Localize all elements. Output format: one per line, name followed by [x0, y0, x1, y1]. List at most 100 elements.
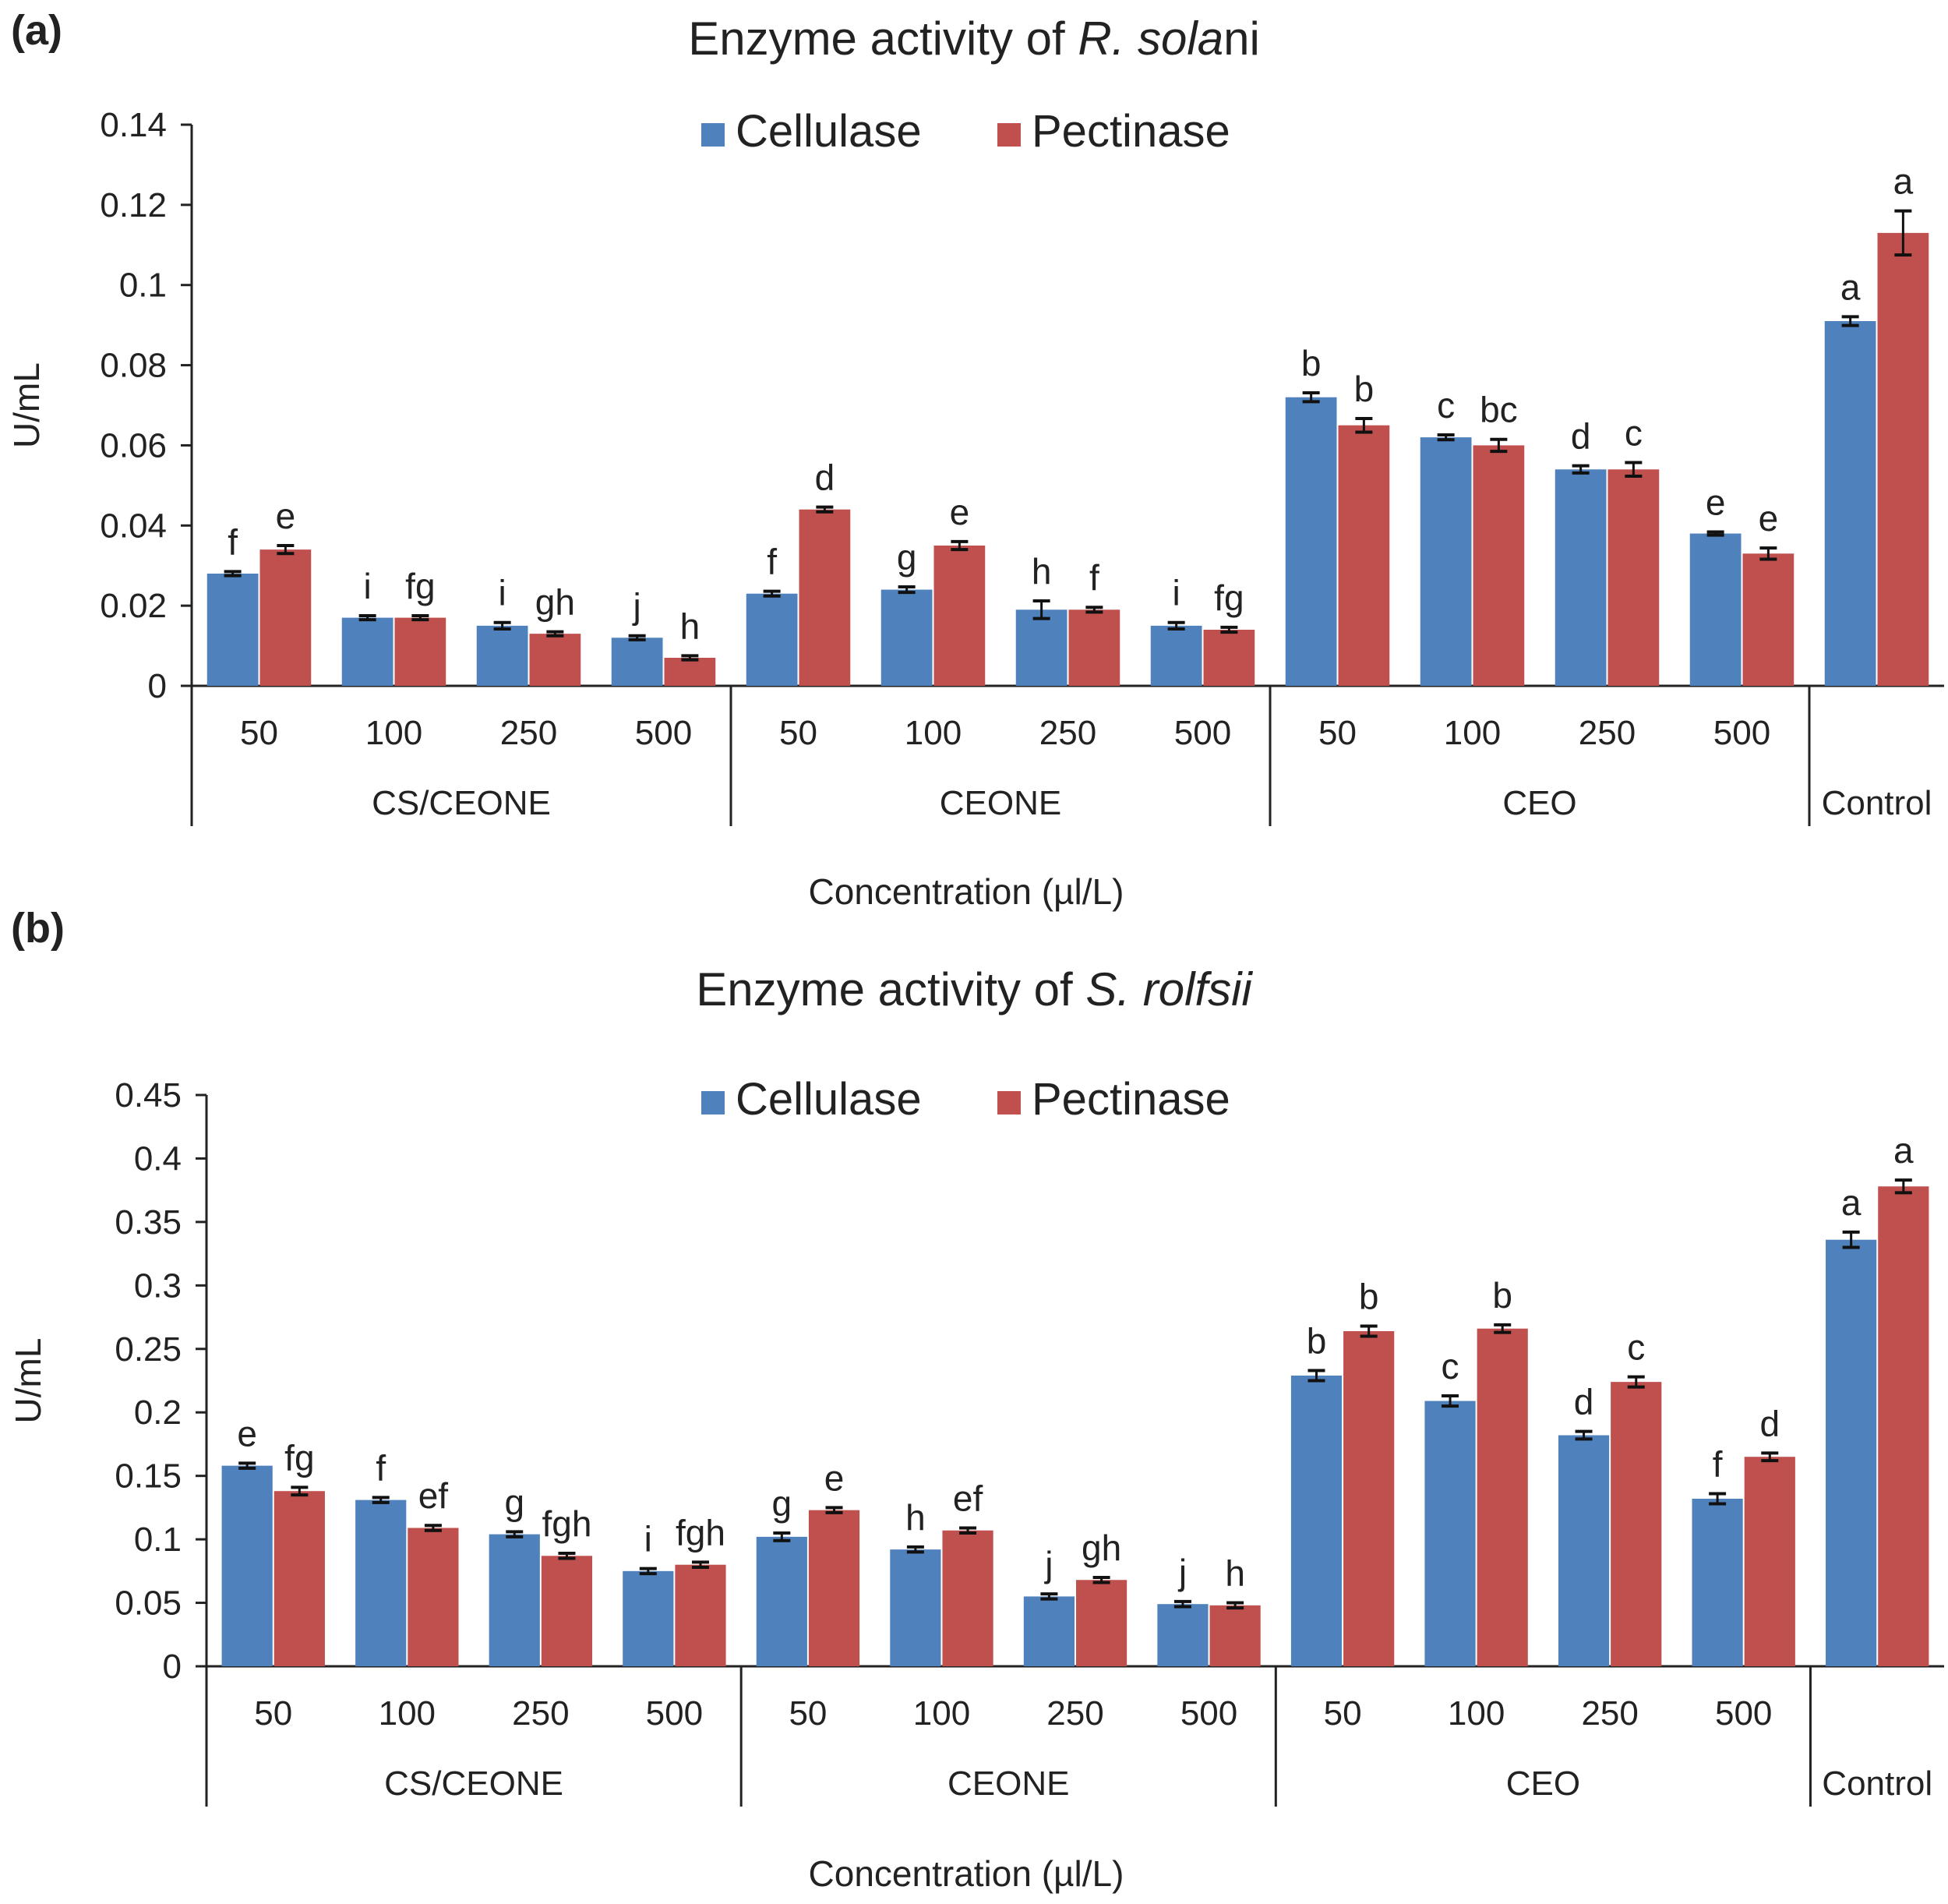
pectinase-significance-label: fgh: [542, 1503, 591, 1544]
cellulase-bar: [1558, 1435, 1610, 1666]
x-category-label: 500: [635, 714, 692, 752]
cellulase-significance-label: g: [897, 537, 917, 578]
y-tick-label: 0: [148, 667, 167, 705]
chart-panel-b: (b) Enzyme activity of S. rolfsii 0 0.05 0.…: [0, 905, 1948, 1904]
cellulase-bar: [221, 1465, 273, 1666]
x-category-label: 100: [913, 1694, 970, 1733]
cellulase-bar: [1285, 397, 1337, 686]
y-tick-label: 0.25: [115, 1330, 182, 1369]
cellulase-bar: [1023, 1596, 1075, 1666]
pectinase-significance-label: e: [824, 1457, 845, 1498]
x-category-label: 100: [1444, 714, 1501, 752]
y-tick-label: 0.14: [100, 106, 167, 144]
pectinase-significance-label: e: [950, 492, 970, 532]
x-category-label: 250: [1581, 1694, 1638, 1733]
cellulase-bar: [489, 1534, 540, 1666]
x-category-label: 250: [1579, 714, 1636, 752]
cellulase-significance-label: j: [632, 586, 641, 627]
cellulase-significance-label: c: [1442, 1346, 1459, 1386]
cellulase-significance-label: i: [499, 573, 506, 613]
y-tick-label: 0.06: [100, 426, 167, 465]
pectinase-significance-label: e: [1759, 498, 1779, 539]
pectinase-bar: [1744, 1457, 1795, 1666]
pectinase-significance-label: b: [1354, 369, 1375, 409]
y-tick-label: 0.04: [100, 507, 167, 545]
cellulase-bar: [1424, 1401, 1476, 1666]
cellulase-bar: [1150, 625, 1202, 686]
y-tick-label: 0.1: [134, 1521, 182, 1559]
x-category-label: 50: [254, 1694, 292, 1733]
x-group-label: CS/CEONE: [384, 1764, 563, 1803]
pectinase-significance-label: c: [1625, 413, 1643, 454]
x-group-label: CEONE: [940, 784, 1061, 822]
pectinase-bar: [1611, 1382, 1662, 1666]
cellulase-significance-label: f: [1713, 1443, 1723, 1484]
cellulase-significance-label: d: [1574, 1382, 1594, 1422]
pectinase-bar: [1473, 445, 1525, 686]
pectinase-significance-label: gh: [535, 582, 575, 623]
pectinase-significance-label: ef: [418, 1475, 449, 1516]
pectinase-significance-label: a: [1893, 1130, 1914, 1171]
cellulase-bar: [1689, 533, 1742, 686]
x-category-label: 50: [789, 1694, 827, 1733]
pectinase-bar: [808, 1510, 860, 1666]
pectinase-significance-label: h: [680, 606, 701, 646]
pectinase-significance-label: a: [1893, 161, 1914, 202]
cellulase-significance-label: g: [504, 1482, 524, 1522]
cellulase-bar: [1015, 609, 1068, 686]
pectinase-significance-label: fg: [405, 566, 435, 606]
cellulase-bar: [880, 589, 933, 686]
pectinase-significance-label: fgh: [676, 1512, 725, 1553]
x-category-label: 250: [1039, 714, 1096, 752]
pectinase-bar: [1203, 630, 1255, 686]
x-category-label: 500: [1715, 1694, 1772, 1733]
cellulase-bar: [746, 593, 798, 686]
x-category-label: 50: [240, 714, 278, 752]
cellulase-significance-label: f: [228, 521, 238, 562]
pectinase-significance-label: ef: [953, 1478, 983, 1518]
pectinase-bar: [1742, 553, 1794, 686]
panel-label: (a): [11, 7, 62, 54]
cellulase-significance-label: f: [376, 1447, 386, 1488]
pectinase-significance-label: b: [1359, 1276, 1379, 1316]
x-group-label: CEO: [1506, 1764, 1580, 1803]
cellulase-bar: [890, 1549, 941, 1666]
pectinase-bar: [541, 1556, 593, 1666]
pectinase-significance-label: gh: [1082, 1528, 1121, 1568]
cellulase-significance-label: g: [772, 1483, 792, 1524]
x-group-label: CS/CEONE: [372, 784, 551, 822]
y-tick-label: 0: [163, 1648, 182, 1686]
pectinase-significance-label: f: [1089, 557, 1099, 598]
y-tick-label: 0.05: [115, 1584, 182, 1623]
pectinase-bar: [1068, 609, 1120, 686]
cellulase-bar: [1826, 1239, 1877, 1666]
pectinase-bar: [259, 549, 312, 686]
pectinase-significance-label: fg: [284, 1437, 314, 1478]
pectinase-significance-label: d: [1759, 1403, 1780, 1443]
cellulase-significance-label: d: [1571, 416, 1591, 457]
pectinase-significance-label: h: [1225, 1553, 1245, 1594]
y-tick-label: 0.08: [100, 347, 167, 385]
cellulase-significance-label: i: [1173, 573, 1180, 613]
cellulase-significance-label: j: [1043, 1544, 1053, 1584]
y-axis-label: U/mL: [6, 362, 47, 448]
x-category-label: 100: [365, 714, 422, 752]
x-category-label: 500: [1174, 714, 1231, 752]
cellulase-significance-label: c: [1437, 385, 1455, 426]
pectinase-significance-label: c: [1627, 1327, 1645, 1368]
x-group-label: CEO: [1502, 784, 1576, 822]
chart-title: Enzyme activity of R. solani: [688, 12, 1260, 65]
y-tick-label: 0.2: [134, 1394, 182, 1432]
x-category-label: 500: [1713, 714, 1770, 752]
cellulase-bar: [341, 617, 393, 686]
cellulase-significance-label: h: [1032, 551, 1052, 592]
chart-a-svg: Enzyme activity of R. solani 0 0.02 0.04 0.0…: [6, 12, 1944, 912]
panel-label: (b): [11, 905, 65, 952]
pectinase-bar: [1338, 425, 1390, 686]
x-category-label: 500: [1180, 1694, 1237, 1733]
cellulase-significance-label: e: [237, 1413, 257, 1454]
chart-title: Enzyme activity of S. rolfsii: [696, 963, 1253, 1016]
cellulase-significance-label: i: [644, 1519, 652, 1560]
x-category-label: 250: [512, 1694, 569, 1733]
x-category-label: 100: [1448, 1694, 1505, 1733]
